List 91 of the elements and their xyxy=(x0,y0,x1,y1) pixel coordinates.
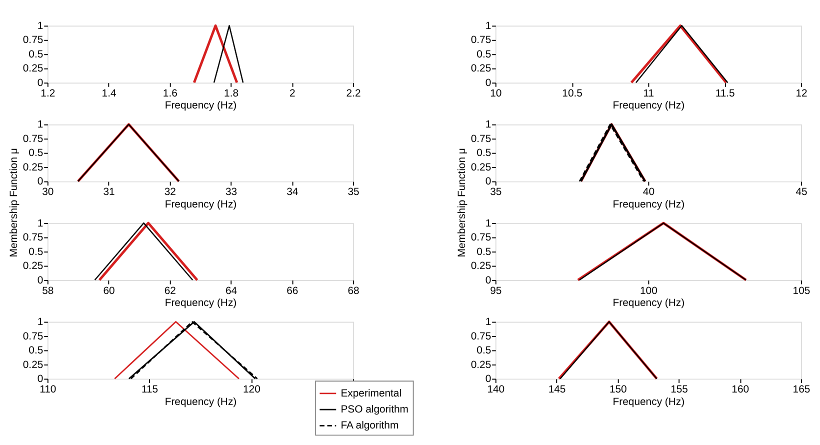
y-tick-label: 0.25 xyxy=(470,360,492,371)
x-tick-label: 40 xyxy=(642,187,655,198)
y-tick-label: 0.25 xyxy=(470,162,492,174)
x-tick-label: 34 xyxy=(286,187,298,198)
y-tick-label: 1 xyxy=(37,20,44,32)
legend-label: FA algorithm xyxy=(340,420,399,432)
y-tick-label: 0.5 xyxy=(28,246,44,258)
x-tick-label: 120 xyxy=(242,384,261,396)
x-tick-label: 100 xyxy=(640,286,658,297)
x-tick-label: 110 xyxy=(40,384,56,396)
x-tick-label: 45 xyxy=(796,187,808,198)
y-tick-label: 1 xyxy=(37,218,44,230)
y-tick-label: 0.5 xyxy=(476,346,492,357)
x-tick-label: 1.4 xyxy=(102,88,116,100)
x-tick-label: 33 xyxy=(225,187,238,198)
x-axis-title: Frequency (Hz) xyxy=(612,298,685,310)
x-tick-label: 35 xyxy=(348,187,360,198)
y-tick-label: 0.5 xyxy=(476,246,492,258)
x-tick-label: 66 xyxy=(286,286,298,297)
y-tick-label: 0.25 xyxy=(470,261,492,272)
x-tick-label: 140 xyxy=(487,384,505,396)
x-tick-label: 115 xyxy=(141,384,158,396)
y-tick-label: 0 xyxy=(485,78,492,89)
y-tick-label: 0.25 xyxy=(22,162,44,174)
x-tick-label: 35 xyxy=(490,187,502,198)
x-axis-title: Frequency (Hz) xyxy=(612,199,685,210)
x-tick-label: 12 xyxy=(796,88,808,100)
x-tick-label: 1.6 xyxy=(162,88,178,100)
x-tick-label: 145 xyxy=(548,384,566,396)
y-axis-title: Membership Function μ xyxy=(457,148,468,258)
y-tick-label: 0.25 xyxy=(470,64,492,75)
y-tick-label: 0.5 xyxy=(28,346,44,357)
y-tick-label: 0.25 xyxy=(22,261,44,272)
x-tick-label: 160 xyxy=(732,384,750,396)
y-tick-label: 0 xyxy=(37,78,44,89)
y-tick-label: 0 xyxy=(37,176,44,188)
x-tick-label: 95 xyxy=(490,286,502,297)
y-tick-label: 0 xyxy=(485,275,492,286)
y-tick-label: 0.75 xyxy=(22,134,44,145)
y-tick-label: 0.75 xyxy=(470,331,492,342)
y-tick-label: 1 xyxy=(485,317,492,328)
x-axis-title: Frequency (Hz) xyxy=(164,298,237,310)
y-tick-label: 0 xyxy=(37,374,44,386)
y-tick-label: 0.5 xyxy=(476,148,492,160)
y-tick-label: 0.5 xyxy=(28,148,44,160)
x-tick-label: 62 xyxy=(164,286,176,297)
y-axis-title: Membership Function μ xyxy=(9,148,20,258)
x-axis-title: Frequency (Hz) xyxy=(164,396,237,408)
x-axis-title: Frequency (Hz) xyxy=(612,100,685,112)
x-tick-label: 105 xyxy=(792,286,810,297)
y-tick-label: 0.75 xyxy=(22,331,44,342)
y-tick-label: 0 xyxy=(37,275,44,286)
x-tick-label: 64 xyxy=(225,286,238,297)
y-tick-label: 1 xyxy=(485,120,492,131)
y-tick-label: 0.75 xyxy=(22,232,44,244)
y-tick-label: 0.25 xyxy=(22,64,44,75)
x-tick-label: 150 xyxy=(609,384,628,396)
legend-label: PSO algorithm xyxy=(340,404,408,416)
y-tick-label: 0.75 xyxy=(470,232,492,244)
y-tick-label: 0.25 xyxy=(22,360,44,371)
x-tick-label: 2 xyxy=(290,88,296,100)
x-tick-label: 1.2 xyxy=(40,88,56,100)
y-tick-label: 0.75 xyxy=(470,134,492,145)
x-axis-title: Frequency (Hz) xyxy=(612,396,685,408)
y-tick-label: 1 xyxy=(37,317,44,328)
x-tick-label: 58 xyxy=(42,286,54,297)
x-tick-label: 60 xyxy=(103,286,116,297)
x-tick-label: 2.2 xyxy=(346,88,361,100)
x-tick-label: 1.8 xyxy=(224,88,239,100)
x-tick-label: 32 xyxy=(164,187,176,198)
x-axis-title: Frequency (Hz) xyxy=(164,199,237,210)
x-tick-label: 31 xyxy=(103,187,116,198)
y-tick-label: 0.5 xyxy=(28,49,44,60)
y-tick-label: 1 xyxy=(485,218,492,230)
x-axis-title: Frequency (Hz) xyxy=(164,100,237,112)
y-tick-label: 1 xyxy=(37,120,44,131)
y-tick-label: 0.75 xyxy=(22,35,44,46)
x-tick-label: 10.5 xyxy=(562,88,583,100)
x-tick-label: 11 xyxy=(643,88,654,100)
x-tick-label: 30 xyxy=(42,187,54,198)
y-tick-label: 1 xyxy=(485,20,492,32)
x-tick-label: 10 xyxy=(490,88,502,100)
y-tick-label: 0 xyxy=(485,374,492,386)
y-tick-label: 0 xyxy=(485,176,492,188)
y-tick-label: 0.75 xyxy=(470,35,492,46)
x-tick-label: 155 xyxy=(670,384,688,396)
x-tick-label: 11.5 xyxy=(715,88,736,100)
y-tick-label: 0.5 xyxy=(476,49,492,60)
x-tick-label: 165 xyxy=(792,384,810,396)
x-tick-label: 68 xyxy=(348,286,360,297)
legend-label: Experimental xyxy=(340,388,402,400)
